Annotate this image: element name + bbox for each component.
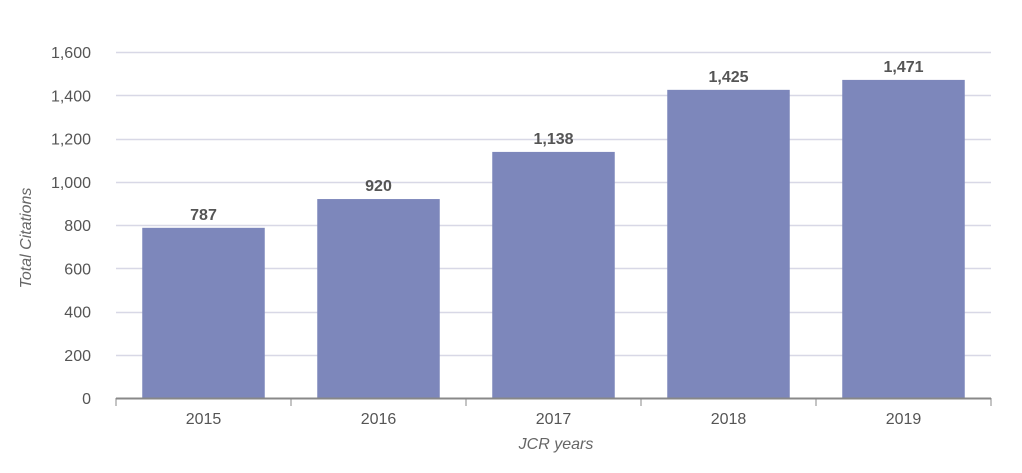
y-tick-label: 600 bbox=[64, 261, 91, 278]
data-label: 1,425 bbox=[708, 69, 748, 86]
bars bbox=[142, 79, 965, 399]
bar bbox=[317, 199, 440, 398]
x-tick-label: 2016 bbox=[361, 411, 397, 428]
y-axis-title: Total Citations bbox=[18, 188, 35, 289]
data-labels: 787 920 1,138 1,425 1,471 bbox=[190, 59, 923, 224]
data-label: 787 bbox=[190, 207, 217, 224]
y-tick-label: 200 bbox=[64, 348, 91, 365]
data-label: 920 bbox=[365, 178, 392, 195]
x-tick-label: 2017 bbox=[536, 411, 572, 428]
bar bbox=[667, 89, 790, 398]
y-tick-label: 0 bbox=[82, 391, 91, 408]
x-axis-title: JCR years bbox=[518, 436, 594, 453]
y-tick-label: 800 bbox=[64, 218, 91, 235]
x-tick-label: 2019 bbox=[886, 411, 922, 428]
bar bbox=[492, 151, 615, 398]
y-tick-label: 1,200 bbox=[51, 132, 91, 149]
y-tick-label: 1,600 bbox=[51, 45, 91, 62]
axes: 0 200 400 600 800 1,000 1,200 1,400 1,600 2015 201… bbox=[51, 45, 992, 428]
y-tick-label: 400 bbox=[64, 305, 91, 322]
y-tick-label: 1,400 bbox=[51, 88, 91, 105]
y-tick-label: 1,000 bbox=[51, 175, 91, 192]
data-label: 1,138 bbox=[533, 131, 573, 148]
data-label: 1,471 bbox=[883, 59, 923, 76]
x-tick-label: 2015 bbox=[186, 411, 222, 428]
bar bbox=[842, 79, 965, 399]
x-tick-label: 2018 bbox=[711, 411, 747, 428]
bar bbox=[142, 227, 265, 398]
